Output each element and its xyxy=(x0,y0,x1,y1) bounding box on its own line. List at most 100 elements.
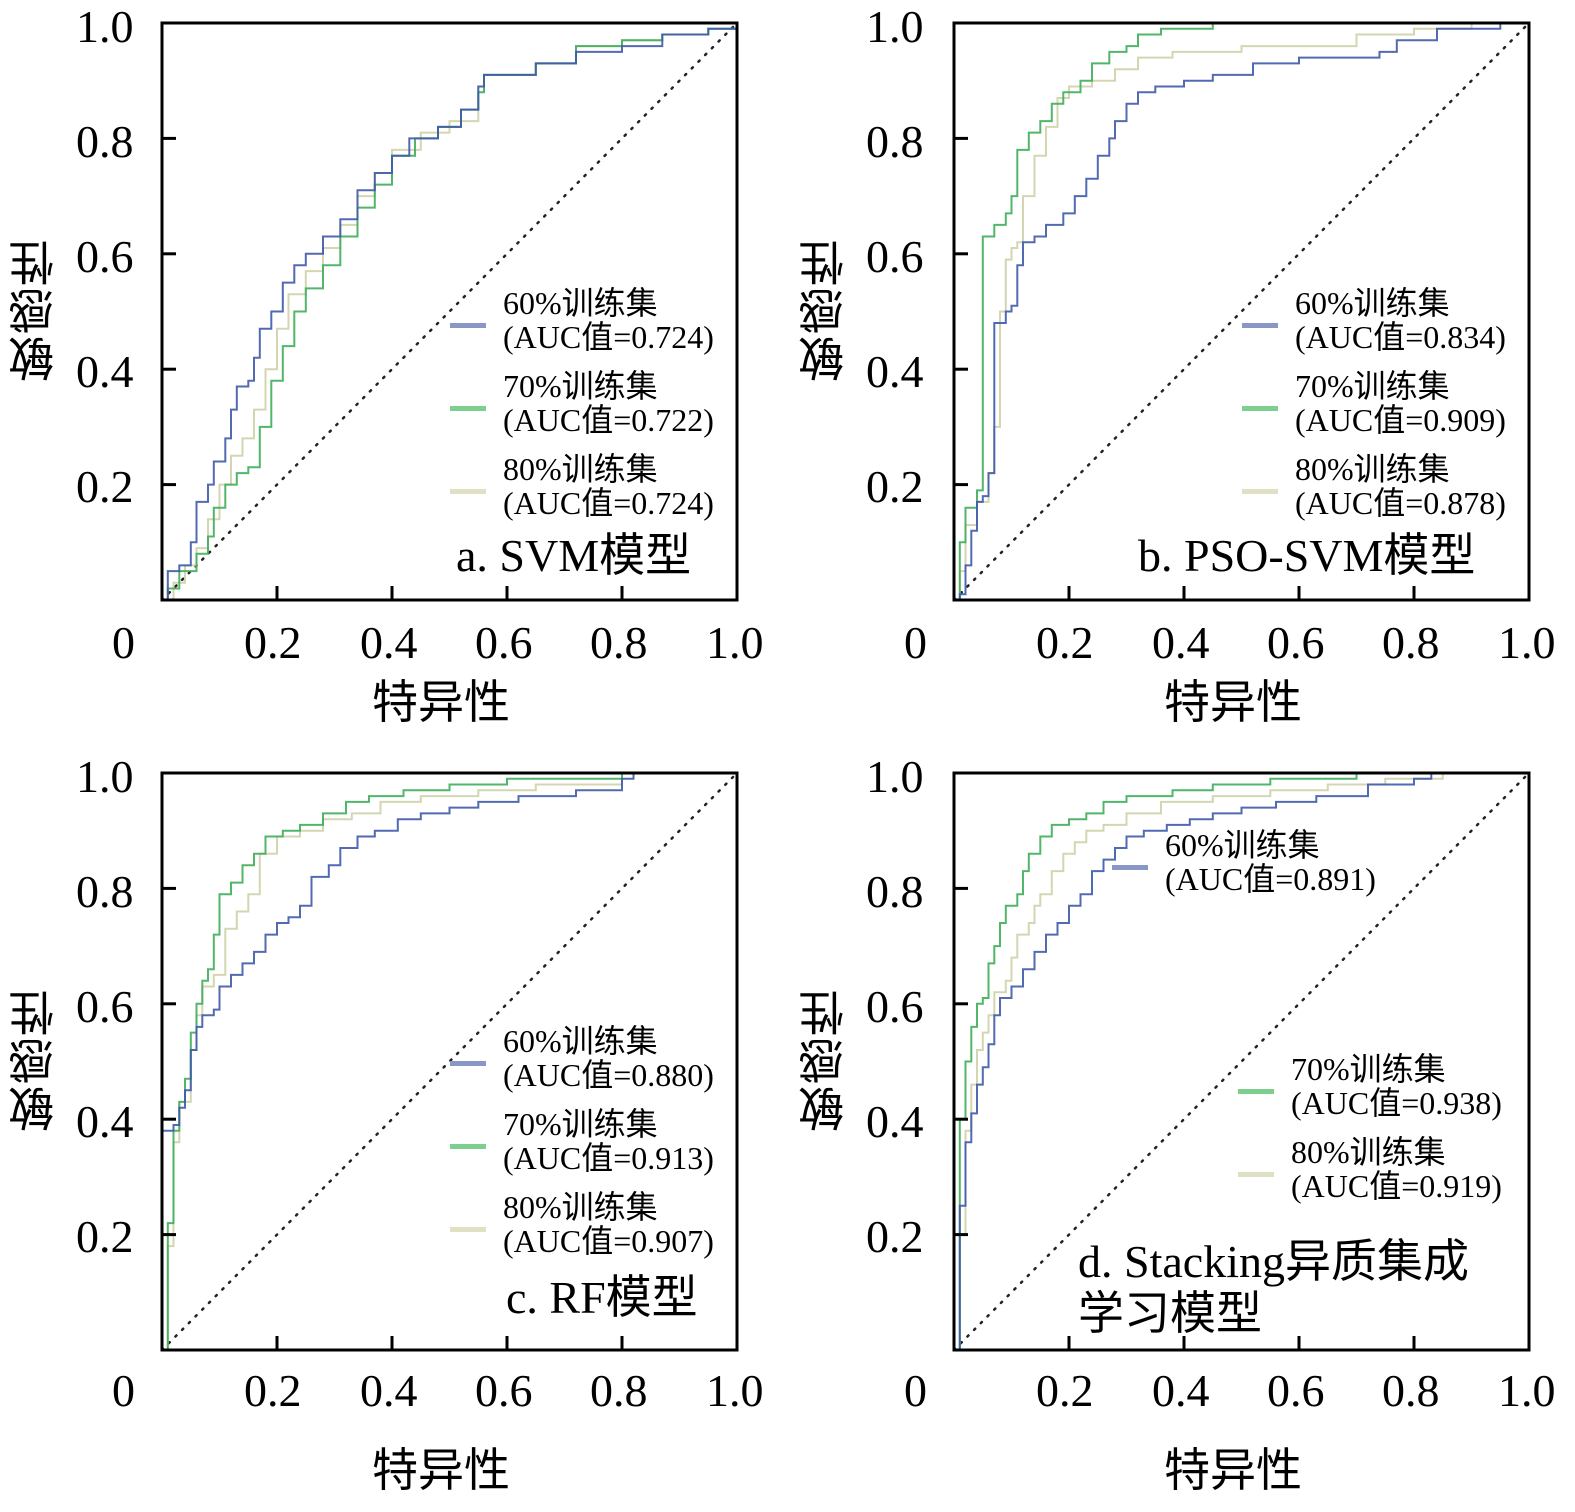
x-tick-label: 1.0 xyxy=(1498,617,1556,668)
legend-label: 60%训练集 (AUC值=0.891) xyxy=(1165,827,1376,897)
x-tick-label: 0.8 xyxy=(1382,617,1440,668)
x-tick-label: 0.2 xyxy=(244,617,302,668)
plot-area xyxy=(952,21,1531,602)
legend-swatch xyxy=(450,1061,486,1066)
panel-title-line: d. Stacking异质集成 xyxy=(1078,1236,1469,1287)
plot-frame xyxy=(160,21,739,602)
roc-curve-80pct xyxy=(162,772,737,1351)
legend-label: 70%训练集 (AUC值=0.909) xyxy=(1295,368,1506,438)
panel-d: 敏感性 特异性 1.0 0.8 0.6 0.4 0.2 0 0.2 0.4 0.… xyxy=(792,750,1575,1512)
x-tick-label: 0.8 xyxy=(590,1365,648,1416)
panel-title: c. RF模型 xyxy=(506,1272,698,1323)
plot-area xyxy=(160,21,739,602)
x-tick-label: 0.2 xyxy=(1036,617,1094,668)
roc-curve-70pct xyxy=(954,22,1529,601)
x-axis-label: 特异性 xyxy=(372,1445,510,1496)
legend-label: 80%训练集 (AUC值=0.724) xyxy=(503,451,714,521)
roc-curve-70pct xyxy=(162,772,737,1351)
plot-frame xyxy=(952,21,1531,602)
legend-swatch xyxy=(1238,1172,1274,1177)
panel-c: 敏感性 特异性 1.0 0.8 0.6 0.4 0.2 0 0.2 0.4 0.… xyxy=(0,750,780,1512)
roc-curve-60pct xyxy=(954,22,1529,601)
x-tick-label: 0.4 xyxy=(360,1365,418,1416)
legend-swatch xyxy=(450,1227,486,1232)
x-tick-label: 0.6 xyxy=(1267,617,1325,668)
roc-curve-60pct xyxy=(162,23,738,601)
legend-label: 60%训练集 (AUC值=0.880) xyxy=(503,1023,714,1093)
y-tick-label: 0.2 xyxy=(76,1211,134,1262)
x-axis-label: 特异性 xyxy=(1164,1445,1302,1496)
roc-curve-60pct xyxy=(954,772,1529,1351)
roc-curve-80pct xyxy=(954,772,1529,1351)
x-tick-label: 0 xyxy=(112,1365,135,1416)
panel-a: 敏感性 特异性 1.0 0.8 0.6 0.4 0.2 0 0.2 0.4 0.… xyxy=(0,0,780,756)
x-tick-label: 1.0 xyxy=(706,1365,764,1416)
y-tick-label: 0.8 xyxy=(76,116,134,167)
y-tick-label: 1.0 xyxy=(76,1,134,52)
y-tick-label: 0.2 xyxy=(866,461,924,512)
plot-area xyxy=(952,771,1531,1352)
legend-swatch xyxy=(1238,1089,1274,1094)
plot-area xyxy=(160,771,739,1352)
y-tick-label: 1.0 xyxy=(866,1,924,52)
panel-title: d. Stacking异质集成 学习模型 xyxy=(1078,1236,1469,1340)
x-tick-label: 1.0 xyxy=(1498,1365,1556,1416)
legend-swatch xyxy=(1112,865,1148,870)
x-tick-label: 0.8 xyxy=(590,617,648,668)
legend-swatch xyxy=(1242,489,1278,494)
reference-diagonal-line xyxy=(160,771,739,1352)
y-tick-label: 0.6 xyxy=(866,981,924,1032)
legend-label: 60%训练集 (AUC值=0.834) xyxy=(1295,285,1506,355)
legend-label: 80%训练集 (AUC值=0.878) xyxy=(1295,451,1506,521)
x-tick-label: 0.2 xyxy=(1036,1365,1094,1416)
x-tick-label: 0.4 xyxy=(1152,617,1210,668)
y-tick-label: 0.8 xyxy=(866,116,924,167)
legend-label: 70%训练集 (AUC值=0.722) xyxy=(503,368,714,438)
x-axis-label: 特异性 xyxy=(372,677,510,728)
x-tick-label: 0 xyxy=(904,617,927,668)
x-tick-label: 0 xyxy=(112,617,135,668)
legend-swatch xyxy=(1242,406,1278,411)
y-tick-label: 0.6 xyxy=(76,981,134,1032)
legend-label: 70%训练集 (AUC值=0.938) xyxy=(1291,1051,1502,1121)
x-tick-label: 0.6 xyxy=(475,1365,533,1416)
y-tick-label: 0.4 xyxy=(866,1096,924,1147)
panel-title: b. PSO-SVM模型 xyxy=(1138,530,1476,581)
y-tick-label: 0.8 xyxy=(76,866,134,917)
legend-label: 80%训练集 (AUC值=0.907) xyxy=(503,1189,714,1259)
y-tick-label: 1.0 xyxy=(76,751,134,802)
y-tick-label: 0.4 xyxy=(76,346,134,397)
panel-title: a. SVM模型 xyxy=(456,530,692,581)
reference-diagonal-line xyxy=(952,21,1531,602)
reference-diagonal-line xyxy=(160,21,739,602)
x-tick-label: 1.0 xyxy=(706,617,764,668)
x-tick-label: 0.8 xyxy=(1382,1365,1440,1416)
y-tick-label: 0.6 xyxy=(76,231,134,282)
legend-label: 80%训练集 (AUC值=0.919) xyxy=(1291,1134,1502,1204)
legend-swatch xyxy=(1242,323,1278,328)
legend-label: 70%训练集 (AUC值=0.913) xyxy=(503,1106,714,1176)
plot-frame xyxy=(952,771,1531,1352)
legend-swatch xyxy=(450,489,486,494)
legend-swatch xyxy=(450,323,486,328)
y-tick-label: 0.4 xyxy=(866,346,924,397)
x-tick-label: 0.4 xyxy=(1152,1365,1210,1416)
panel-b: 敏感性 特异性 1.0 0.8 0.6 0.4 0.2 0 0.2 0.4 0.… xyxy=(792,0,1575,756)
y-axis-label: 敏感性 xyxy=(9,238,60,382)
roc-curve-70pct xyxy=(954,772,1529,1351)
reference-diagonal-line xyxy=(952,771,1531,1352)
y-tick-label: 0.6 xyxy=(866,231,924,282)
y-axis-label: 敏感性 xyxy=(799,238,850,382)
y-tick-label: 0.2 xyxy=(866,1211,924,1262)
y-axis-label: 敏感性 xyxy=(9,988,60,1132)
y-tick-label: 1.0 xyxy=(866,751,924,802)
x-tick-label: 0.6 xyxy=(1267,1365,1325,1416)
x-axis-label: 特异性 xyxy=(1164,677,1302,728)
y-axis-label: 敏感性 xyxy=(799,988,850,1132)
plot-frame xyxy=(160,771,739,1352)
x-tick-label: 0.2 xyxy=(244,1365,302,1416)
y-tick-label: 0.2 xyxy=(76,461,134,512)
legend-label: 60%训练集 (AUC值=0.724) xyxy=(503,285,714,355)
legend-swatch xyxy=(450,1144,486,1149)
roc-curve-60pct xyxy=(161,772,737,1350)
